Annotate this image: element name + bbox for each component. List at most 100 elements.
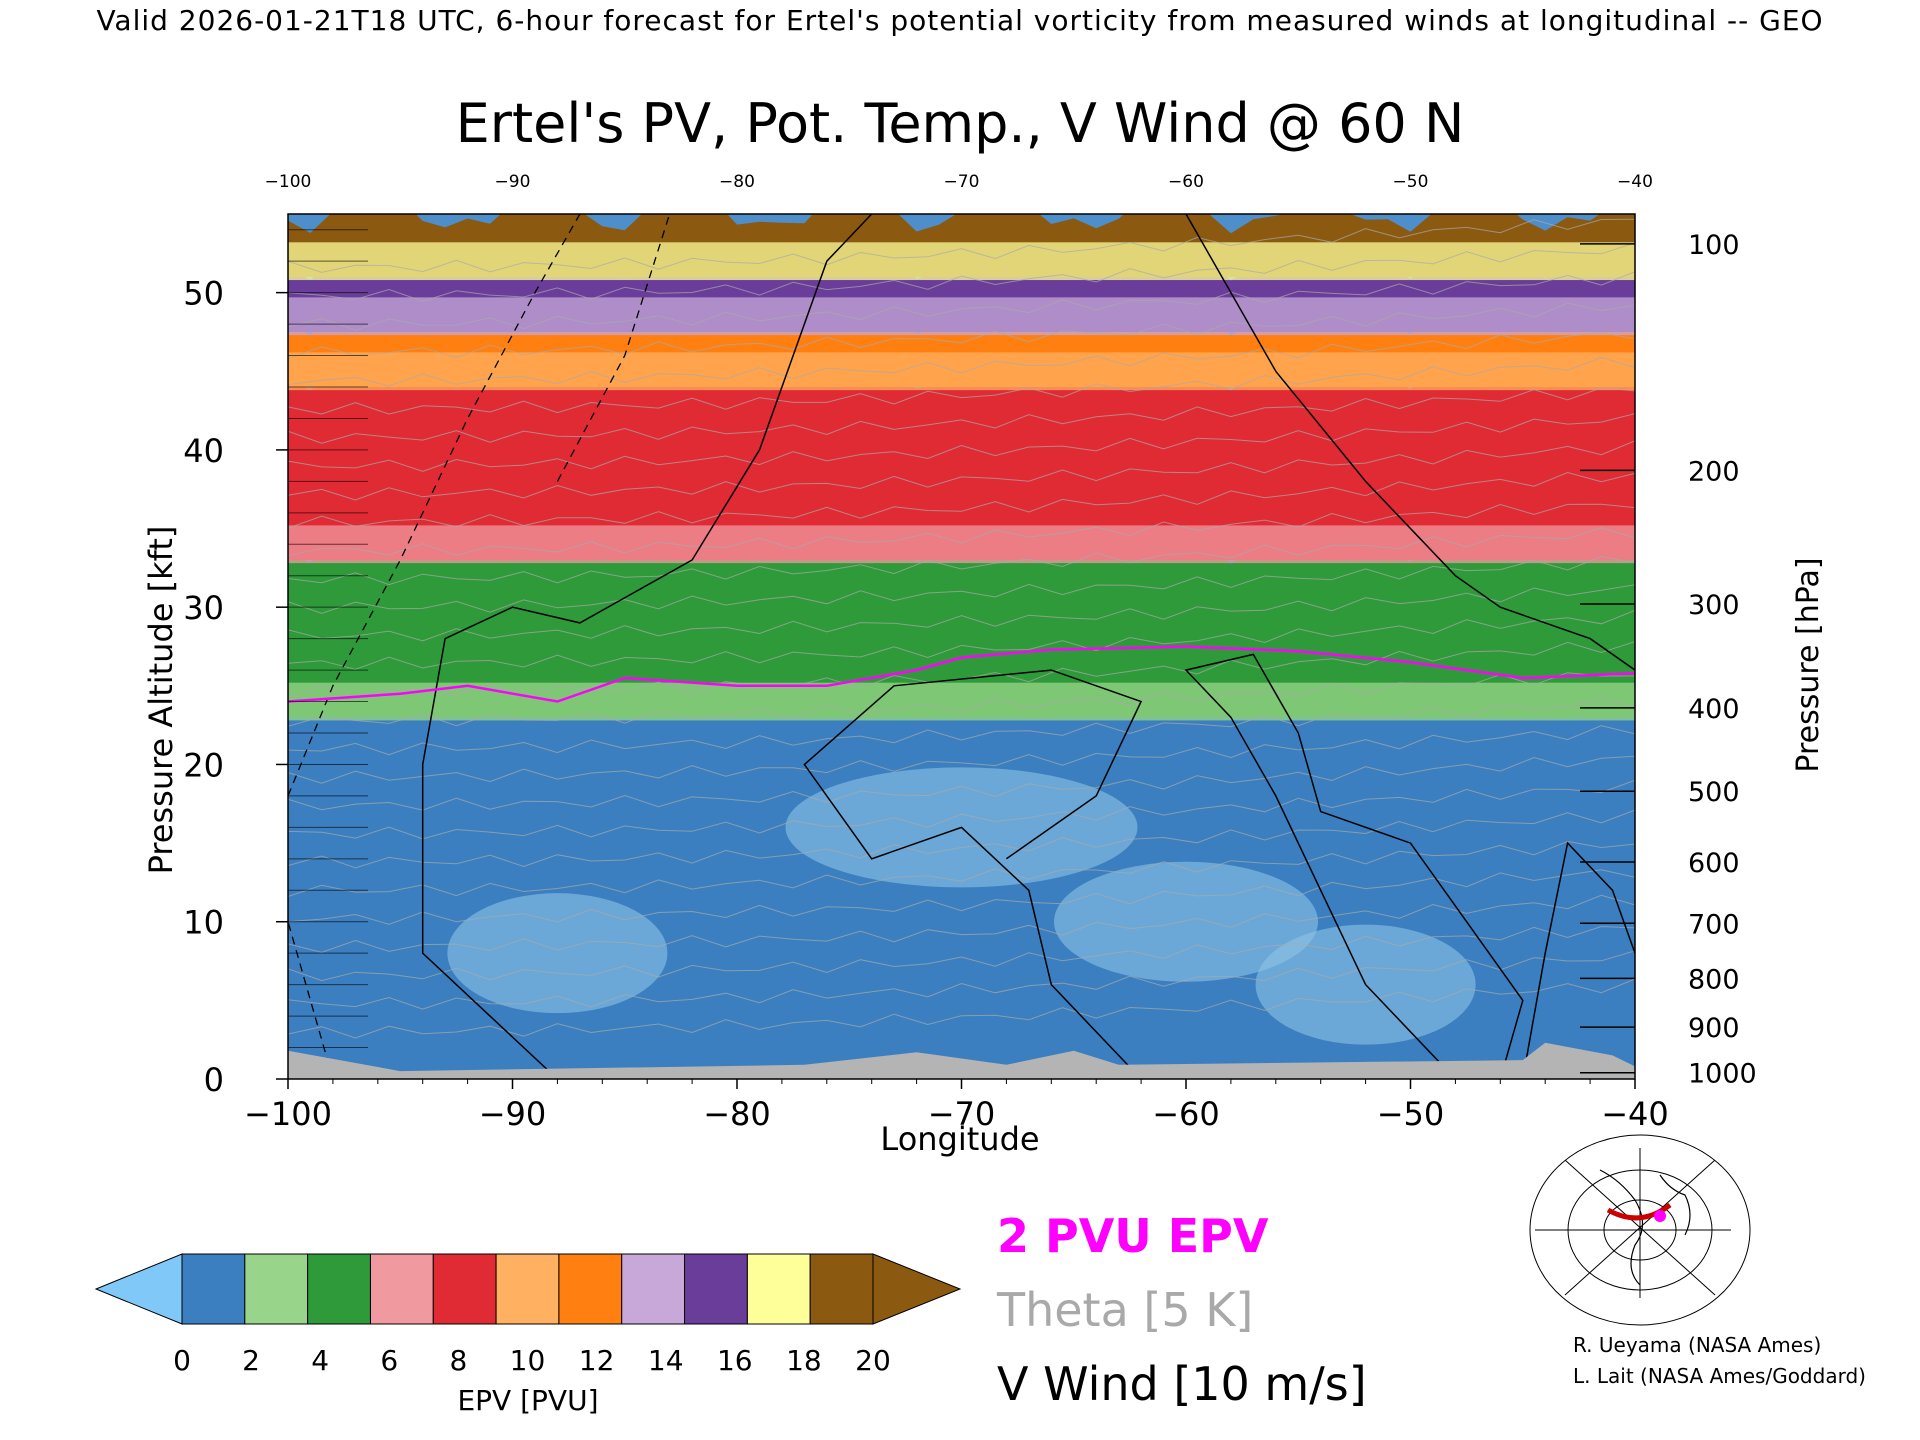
colorbar-tick-label: 6 bbox=[380, 1344, 398, 1377]
y-left-tick-label: 10 bbox=[183, 904, 224, 942]
pv-layers bbox=[288, 214, 1635, 1079]
y-left-tick-label: 0 bbox=[204, 1061, 224, 1099]
theta-line bbox=[288, 440, 1635, 501]
colorbar-segment bbox=[495, 1253, 560, 1325]
theta-line bbox=[288, 755, 1635, 811]
header-text: Valid 2026-01-21T18 UTC, 6-hour forecast… bbox=[96, 4, 1823, 37]
y-right-tick-label: 900 bbox=[1688, 1013, 1740, 1044]
theta-line bbox=[288, 332, 1635, 387]
x-top-tick-label: −90 bbox=[495, 172, 531, 192]
x-top-tick-label: −50 bbox=[1393, 172, 1429, 192]
vwind-contours bbox=[288, 214, 1635, 1079]
colorbar-segment bbox=[746, 1253, 811, 1325]
theta-line bbox=[288, 779, 1635, 840]
theta-line bbox=[288, 471, 1635, 529]
vwind-line bbox=[1184, 653, 1524, 1079]
pv-transition-5 bbox=[288, 242, 1635, 281]
y-right-tick-label: 500 bbox=[1688, 777, 1740, 808]
vwind-line-negative bbox=[288, 214, 581, 797]
x-tick-label: −60 bbox=[1152, 1095, 1220, 1133]
theta-line bbox=[288, 584, 1635, 642]
vwind-line bbox=[803, 669, 1143, 1079]
colorbar-min-arrow bbox=[94, 1253, 183, 1325]
colorbar-segment bbox=[369, 1253, 434, 1325]
theta-line bbox=[288, 609, 1635, 670]
credit-2: L. Lait (NASA Ames/Goddard) bbox=[1573, 1364, 1866, 1388]
y-right-tick-label: 200 bbox=[1688, 456, 1740, 487]
pv-transition-4 bbox=[288, 297, 1635, 336]
colorbar-tick-label: 20 bbox=[855, 1344, 891, 1377]
pv-layer-2-6 bbox=[288, 524, 1635, 718]
y-right-tick-label: 600 bbox=[1688, 848, 1740, 879]
colorbar-segment bbox=[558, 1253, 623, 1325]
theta-line bbox=[288, 503, 1635, 557]
theta-line bbox=[288, 869, 1635, 925]
colorbar-segment bbox=[809, 1253, 874, 1325]
colorbar-tick-label: 10 bbox=[510, 1344, 546, 1377]
x-tick-label: −50 bbox=[1377, 1095, 1445, 1133]
theta-line bbox=[288, 556, 1635, 614]
y-axis-right-label: Pressure [hPa] bbox=[1791, 557, 1826, 772]
theta-line bbox=[288, 218, 1635, 273]
y-right-tick-label: 700 bbox=[1688, 909, 1740, 940]
credit-1: R. Ueyama (NASA Ames) bbox=[1573, 1333, 1821, 1357]
pv-light-patch bbox=[447, 893, 668, 1014]
theta-line bbox=[288, 672, 1635, 727]
theta-line bbox=[288, 950, 1635, 1010]
pv-transition-3 bbox=[288, 352, 1635, 391]
terrain-fill bbox=[288, 1042, 1635, 1079]
y-left-tick-label: 40 bbox=[183, 432, 224, 470]
colorbar-segment bbox=[307, 1253, 371, 1325]
two-pvu-contour bbox=[288, 645, 1635, 703]
colorbar-segment bbox=[432, 1253, 497, 1325]
locator-map bbox=[1529, 1134, 1751, 1326]
theta-line bbox=[288, 809, 1635, 869]
colorbar-tick-label: 14 bbox=[648, 1344, 684, 1377]
legend-theta: Theta [5 K] bbox=[996, 1283, 1253, 1337]
pv-layer-0-2 bbox=[288, 701, 1635, 1079]
theta-line bbox=[288, 356, 1635, 415]
colorbar-tick-label: 2 bbox=[242, 1344, 260, 1377]
x-axis-label: Longitude bbox=[880, 1120, 1039, 1158]
theta-line bbox=[288, 242, 1635, 302]
chart-title: Ertel's PV, Pot. Temp., V Wind @ 60 N bbox=[456, 92, 1465, 155]
theta-contours bbox=[288, 218, 1635, 1039]
y-right-tick-label: 400 bbox=[1688, 694, 1740, 725]
pv-layer-6-12 bbox=[288, 351, 1635, 560]
pv-transition-2 bbox=[288, 525, 1635, 564]
y-right-tick-label: 1000 bbox=[1688, 1059, 1757, 1090]
theta-line bbox=[288, 271, 1635, 331]
theta-line bbox=[288, 840, 1635, 897]
colorbar-tick-label: 18 bbox=[786, 1344, 822, 1377]
colorbar-tick-label: 8 bbox=[449, 1344, 467, 1377]
y-left-tick-label: 20 bbox=[183, 746, 224, 784]
y-left-tick-label: 50 bbox=[183, 275, 224, 313]
theta-line bbox=[288, 725, 1635, 784]
y-axis-left-label: Pressure Altitude [kft] bbox=[142, 526, 180, 875]
colorbar-tick-label: 16 bbox=[717, 1344, 753, 1377]
colorbar-segment bbox=[621, 1253, 686, 1325]
theta-line bbox=[288, 413, 1635, 472]
legend-vwind: V Wind [10 m/s] bbox=[997, 1357, 1367, 1411]
colorbar: 0 2 4 6 8 10 12 14 16 18 20 bbox=[94, 1253, 962, 1377]
colorbar-segment bbox=[244, 1253, 309, 1325]
pv-light-patch bbox=[1054, 861, 1318, 982]
x-top-tick-label: −80 bbox=[719, 172, 755, 192]
colorbar-tick-label: 4 bbox=[311, 1344, 329, 1377]
vwind-line bbox=[421, 214, 873, 1079]
theta-line bbox=[288, 302, 1635, 360]
x-tick-label: −90 bbox=[479, 1095, 547, 1133]
x-top-tick-label: −40 bbox=[1617, 172, 1653, 192]
axes: −100 −90 −80 −70 −60 −50 −40 −100 −90 −80 −70 −60 −5… bbox=[183, 172, 1756, 1133]
plot-area bbox=[287, 213, 1636, 1080]
colorbar-label: EPV [PVU] bbox=[457, 1384, 598, 1417]
vwind-line bbox=[1522, 841, 1635, 1079]
theta-line bbox=[288, 387, 1635, 444]
vwind-line bbox=[1185, 214, 1635, 671]
colorbar-max-arrow bbox=[872, 1253, 962, 1325]
x-tick-label: −100 bbox=[244, 1095, 332, 1133]
colorbar-segment bbox=[181, 1253, 246, 1325]
colorbar-segment bbox=[684, 1253, 748, 1325]
legend-epv: 2 PVU EPV bbox=[997, 1209, 1269, 1263]
